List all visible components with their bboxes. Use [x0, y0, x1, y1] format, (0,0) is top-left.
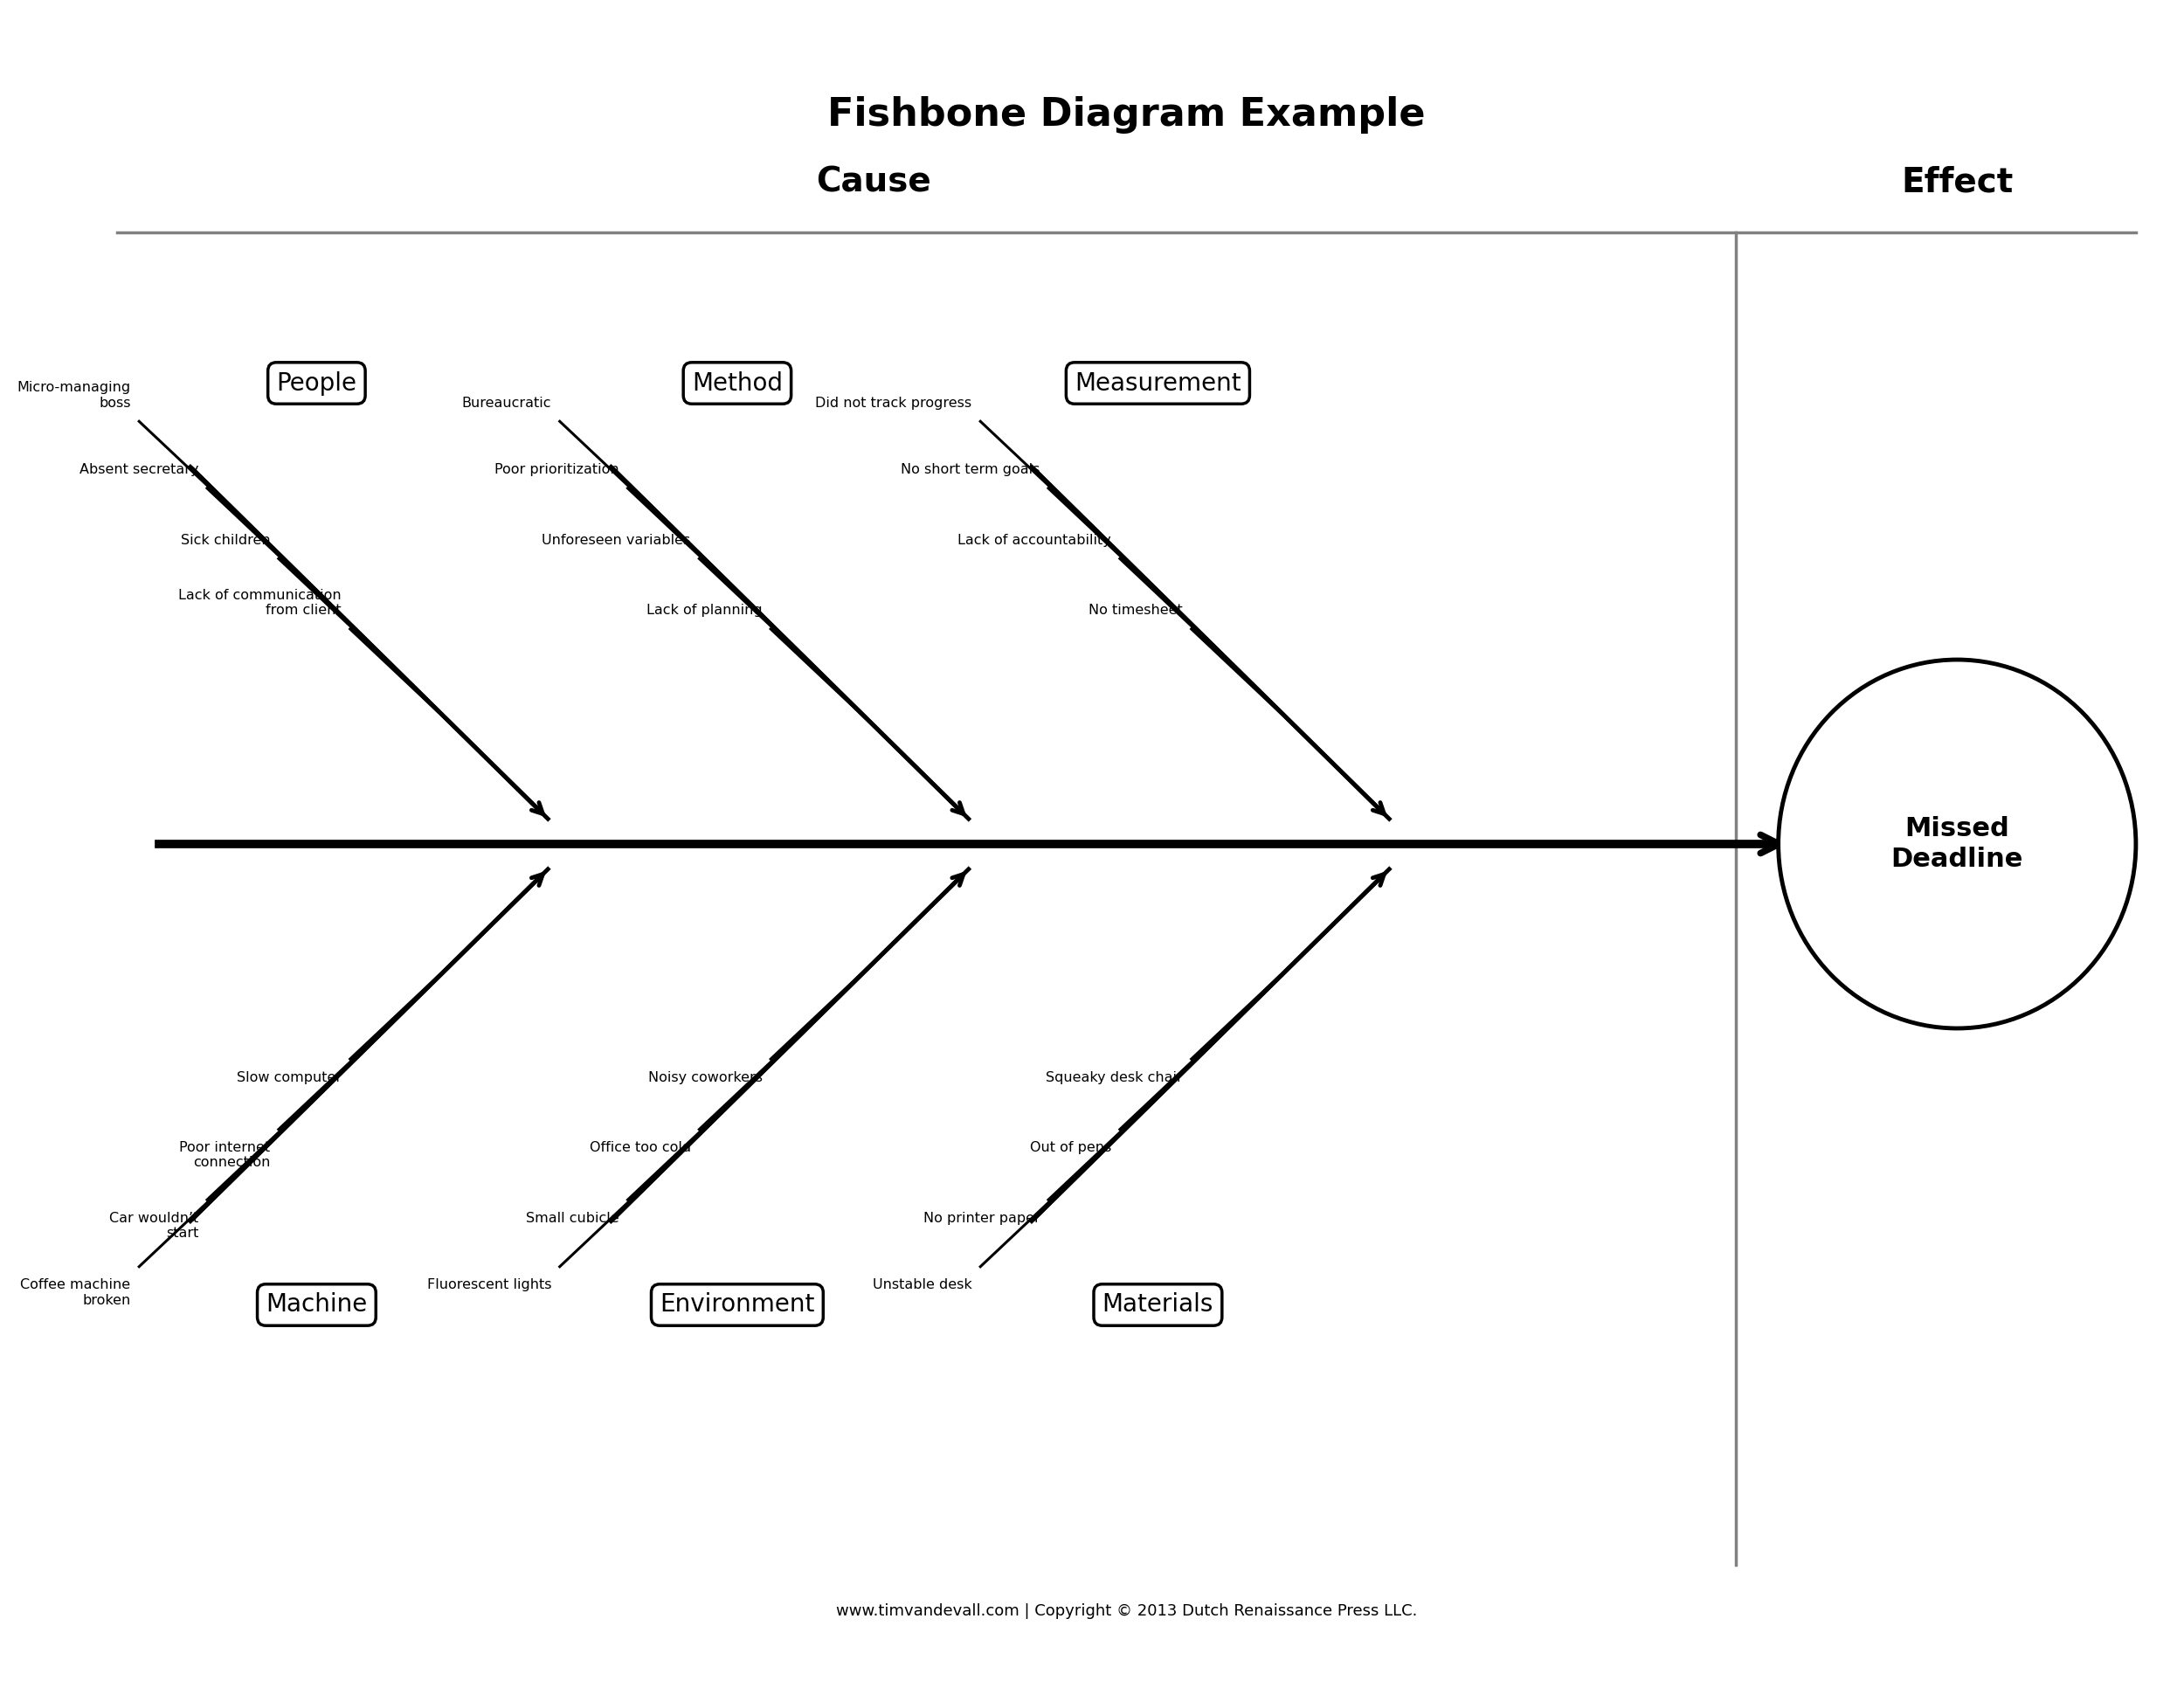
Text: Missed
Deadline: Missed Deadline — [1891, 815, 2022, 873]
Text: Did not track progress: Did not track progress — [815, 397, 972, 410]
Text: Measurement: Measurement — [1075, 371, 1241, 395]
Text: Noisy coworkers: Noisy coworkers — [649, 1070, 762, 1084]
Text: No short term goals: No short term goals — [900, 464, 1040, 476]
Text: Fluorescent lights: Fluorescent lights — [426, 1278, 550, 1291]
Text: Cause: Cause — [817, 165, 933, 199]
Text: Poor internet
connection: Poor internet connection — [179, 1141, 271, 1170]
Ellipse shape — [1778, 660, 2136, 1028]
Text: Poor prioritization: Poor prioritization — [494, 464, 620, 476]
Text: Lack of planning: Lack of planning — [646, 604, 762, 618]
Text: Unstable desk: Unstable desk — [874, 1278, 972, 1291]
Text: People: People — [277, 371, 356, 395]
Text: Materials: Materials — [1103, 1293, 1214, 1317]
Text: Slow computer: Slow computer — [236, 1070, 341, 1084]
Text: Office too cold: Office too cold — [590, 1141, 690, 1155]
Text: No timesheet: No timesheet — [1090, 604, 1184, 618]
Text: Micro-managing
boss: Micro-managing boss — [17, 381, 131, 410]
Text: Effect: Effect — [1900, 165, 2014, 199]
Text: Environment: Environment — [660, 1293, 815, 1317]
Text: Machine: Machine — [266, 1293, 367, 1317]
Text: Bureaucratic: Bureaucratic — [461, 397, 550, 410]
Text: Absent secretary: Absent secretary — [79, 464, 199, 476]
Text: Small cubicle: Small cubicle — [526, 1212, 620, 1224]
Text: Sick children: Sick children — [181, 533, 271, 547]
Text: Coffee machine
broken: Coffee machine broken — [20, 1278, 131, 1307]
Text: Fishbone Diagram Example: Fishbone Diagram Example — [828, 96, 1426, 133]
Text: Squeaky desk chair: Squeaky desk chair — [1046, 1070, 1184, 1084]
Text: www.timvandevall.com | Copyright © 2013 Dutch Renaissance Press LLC.: www.timvandevall.com | Copyright © 2013 … — [836, 1604, 1417, 1619]
Text: No printer paper: No printer paper — [924, 1212, 1040, 1224]
Text: Out of pens: Out of pens — [1031, 1141, 1112, 1155]
Text: Lack of communication
from client: Lack of communication from client — [179, 589, 341, 618]
Text: Unforeseen variables: Unforeseen variables — [542, 533, 690, 547]
Text: Method: Method — [692, 371, 782, 395]
Text: Lack of accountability: Lack of accountability — [959, 533, 1112, 547]
Text: Car wouldn’t
start: Car wouldn’t start — [109, 1212, 199, 1239]
